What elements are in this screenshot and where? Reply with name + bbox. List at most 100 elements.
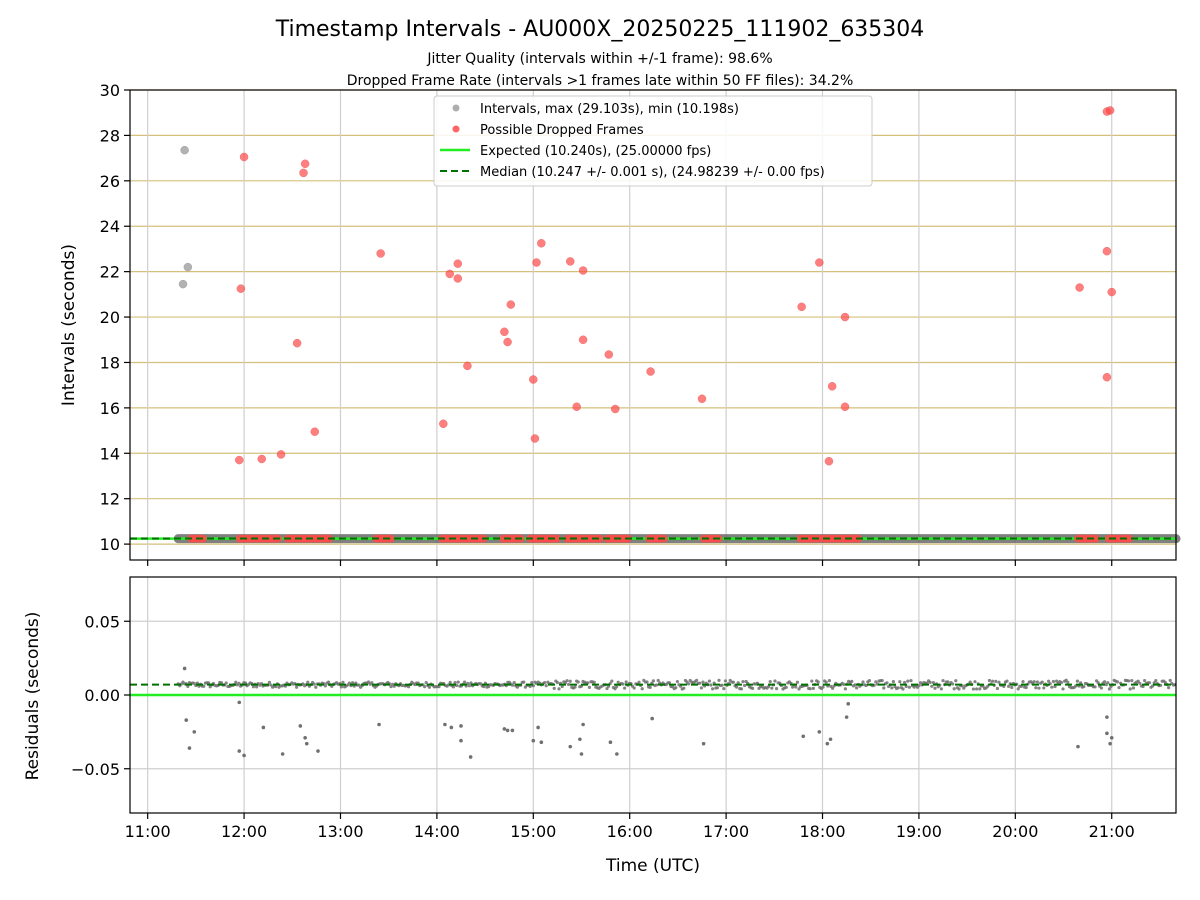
residual-point	[903, 680, 907, 685]
residual-point	[449, 725, 454, 730]
residual-point	[939, 687, 944, 691]
y-tick-label: 14	[100, 444, 120, 463]
residual-point	[1042, 686, 1046, 690]
interval-point	[183, 262, 193, 272]
residual-point	[567, 682, 571, 687]
dropped-frame-point	[1091, 534, 1100, 543]
residual-point	[811, 686, 816, 690]
residual-point	[544, 684, 548, 688]
residual-point	[608, 740, 613, 744]
residual-point	[1061, 687, 1065, 691]
residual-point	[867, 678, 872, 683]
residual-point	[801, 734, 806, 739]
residual-point	[682, 686, 686, 690]
dropped-frame-point	[500, 327, 509, 337]
residual-point	[831, 686, 835, 690]
residual-point	[1127, 679, 1131, 683]
residual-point	[995, 686, 1000, 691]
dropped-frame-point	[578, 266, 588, 275]
residual-point	[316, 749, 320, 753]
residual-point	[581, 722, 585, 727]
chart-title: Timestamp Intervals - AU000X_20250225_11…	[275, 17, 925, 42]
dropped-frame-point	[529, 375, 538, 384]
x-tick-label: 13:00	[317, 822, 363, 841]
residual-point	[842, 682, 846, 686]
residual-point	[656, 678, 660, 683]
residual-point	[891, 680, 896, 684]
residual-point	[699, 686, 704, 690]
legend-label: Median (10.247 +/- 0.001 s), (24.98239 +…	[480, 165, 825, 180]
dropped-frame-point	[257, 454, 267, 464]
residual-point	[357, 683, 361, 687]
x-tick-label: 11:00	[125, 822, 171, 841]
residual-point	[957, 687, 961, 691]
residual-point	[768, 680, 772, 684]
residual-point	[973, 680, 977, 684]
residual-point	[1147, 681, 1152, 685]
dropped-frame-point	[276, 450, 286, 459]
residual-point	[1154, 679, 1158, 683]
residual-point	[280, 752, 285, 756]
residual-point	[853, 683, 857, 687]
residual-point	[219, 681, 224, 685]
residual-point	[880, 678, 884, 683]
residual-point	[901, 687, 905, 691]
residual-point	[1007, 684, 1011, 688]
residual-point	[1076, 744, 1080, 749]
x-tick-label: 17:00	[703, 822, 749, 841]
residual-point	[312, 682, 316, 686]
dropped-frame-point	[235, 455, 244, 465]
residual-point	[817, 730, 822, 734]
residual-point	[207, 681, 211, 685]
residual-point	[850, 679, 854, 683]
residual-point	[224, 681, 228, 685]
dropped-frame-point	[503, 337, 512, 347]
residual-point	[951, 682, 955, 686]
residual-point	[1040, 680, 1044, 684]
dropped-frame-point	[386, 534, 395, 543]
dropped-frame-point	[376, 249, 385, 258]
residual-point	[896, 686, 900, 690]
dropped-frame-point	[453, 259, 463, 268]
residual-point	[314, 685, 318, 689]
residual-point	[971, 687, 976, 691]
residual-point	[510, 728, 515, 733]
dropped-frame-point	[199, 534, 208, 543]
y-tick-label: −0.05	[71, 760, 120, 779]
residual-point	[1143, 678, 1147, 683]
residual-point	[824, 680, 828, 684]
legend-label: Expected (10.240s), (25.00000 fps)	[480, 144, 711, 159]
residual-point	[531, 738, 536, 743]
residual-point	[605, 686, 609, 691]
residual-point	[303, 735, 307, 740]
residual-point	[187, 746, 192, 750]
residual-point	[707, 679, 712, 683]
residual-point	[843, 687, 848, 691]
residual-point	[615, 685, 619, 689]
residual-point	[846, 702, 851, 706]
residual-point	[192, 730, 197, 734]
residual-point	[701, 741, 706, 746]
residual-point	[456, 680, 460, 684]
residual-point	[648, 685, 652, 689]
residual-point	[930, 684, 934, 688]
dropped-frame-point	[445, 269, 454, 279]
residual-point	[739, 687, 744, 691]
residual-point	[427, 685, 432, 689]
residual-point	[954, 679, 958, 683]
residual-point	[1105, 731, 1109, 736]
dropped-frame-point	[604, 350, 614, 359]
residual-point	[377, 722, 381, 727]
dropped-frame-point	[1107, 287, 1116, 297]
residual-point	[821, 685, 825, 689]
residual-point	[587, 685, 592, 689]
residual-point	[327, 680, 331, 684]
y-tick-label: 18	[100, 353, 120, 372]
residual-point	[323, 684, 328, 688]
residual-point	[751, 686, 755, 690]
residual-point	[423, 685, 427, 689]
residual-point	[767, 684, 771, 689]
residual-point	[795, 680, 800, 684]
residual-point	[1034, 686, 1038, 690]
